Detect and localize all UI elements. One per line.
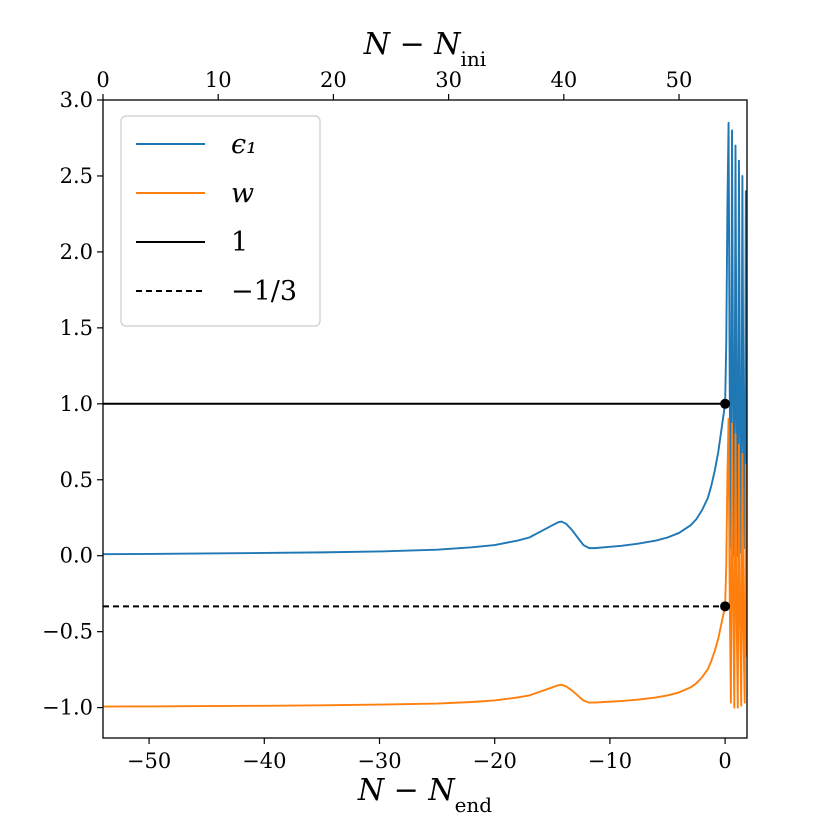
x-tick-label: 0	[718, 749, 731, 773]
x-axis-title-top-sub: ini	[461, 47, 487, 71]
marker-point-1	[720, 398, 731, 409]
top-tick-label: 0	[96, 68, 109, 92]
y-tick-label: 1.0	[60, 392, 93, 416]
y-tick-label: 2.5	[60, 164, 93, 188]
x-axis-title-top-main: N − N	[363, 27, 462, 62]
x-tick-label: −30	[357, 749, 401, 773]
legend-label: ϵ₁	[231, 129, 257, 160]
axes-frame	[102, 99, 748, 739]
x-tick-label: −20	[473, 749, 517, 773]
y-tick-label: 0.0	[60, 544, 93, 568]
top-tick-label: 10	[205, 68, 232, 92]
top-tick-label: 50	[666, 68, 693, 92]
x-tick-label: −50	[127, 749, 171, 773]
x-axis-title-bottom: N − Nend	[357, 773, 492, 817]
x-tick-label: −10	[588, 749, 632, 773]
axes-layer: −50 −40 −30 −20 −10 0 0 10 20 30 40 50 −1.0 −0.5 0.0 0.…	[42, 68, 748, 773]
series-line-2	[103, 418, 747, 709]
y-tick-label: −0.5	[42, 620, 93, 644]
marker-point-2	[720, 601, 731, 612]
x-axis-title-bottom-main: N − N	[357, 773, 456, 808]
y-tick-label: 0.5	[60, 468, 93, 492]
x-axis-title-bottom-sub: end	[455, 793, 493, 817]
top-tick-label: 30	[435, 68, 462, 92]
series-line-1	[103, 121, 747, 557]
legend-label: w	[231, 178, 254, 209]
y-tick-label: 2.0	[60, 240, 93, 264]
y-tick-label: −1.0	[42, 696, 93, 720]
legend-box	[120, 115, 321, 327]
x-tick-label: −40	[242, 749, 286, 773]
top-tick-label: 20	[320, 68, 347, 92]
y-tick-label: 1.5	[60, 316, 93, 340]
legend-label: −1/3	[231, 276, 297, 307]
x-axis-title-top: N − Nini	[363, 27, 486, 71]
legend-label: 1	[231, 227, 248, 258]
series-layer	[103, 121, 747, 709]
top-tick-label: 40	[550, 68, 577, 92]
legend: ϵ₁ w 1 −1/3	[120, 115, 321, 327]
y-tick-label: 3.0	[60, 88, 93, 112]
marker-layer	[720, 398, 731, 612]
